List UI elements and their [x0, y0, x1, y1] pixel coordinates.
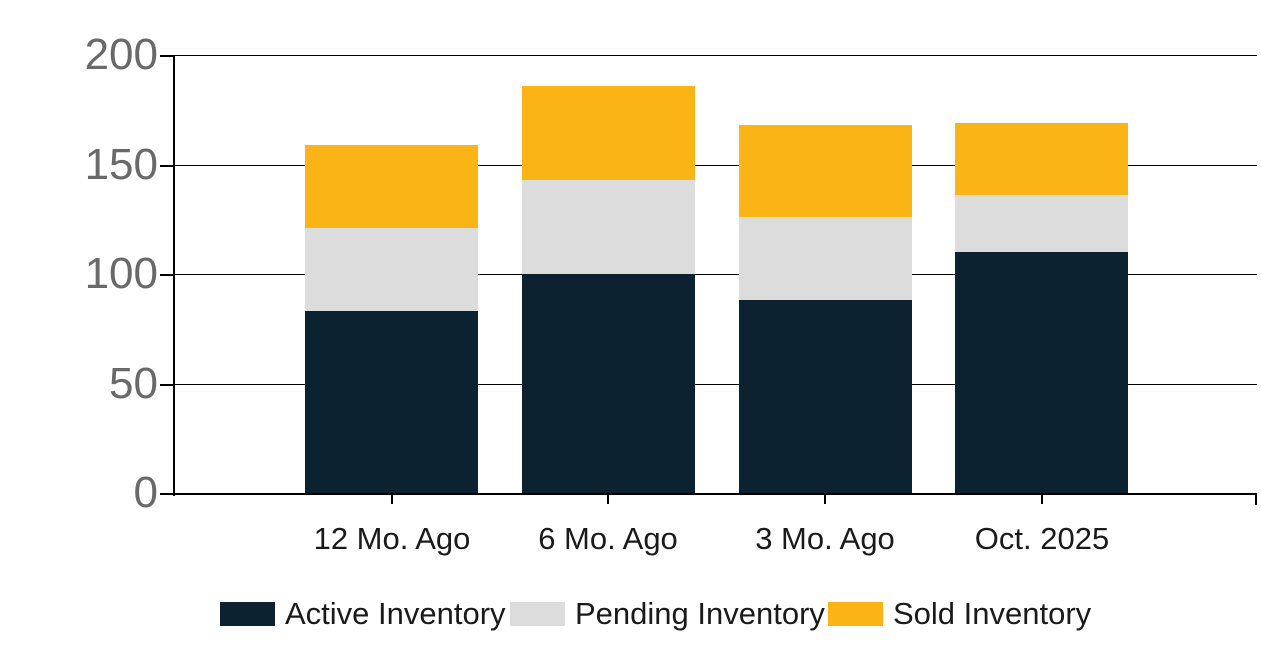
bar-segment-sold-inventory-6-mo-ago[interactable]: [522, 86, 695, 180]
bar-segment-active-inventory-3-mo-ago[interactable]: [739, 300, 912, 493]
y-axis-tick: [160, 493, 174, 495]
x-axis-tick-label-6-mo-ago: 6 Mo. Ago: [538, 521, 678, 556]
x-axis-tick: [391, 494, 393, 504]
bar-segment-sold-inventory-oct-2025[interactable]: [955, 123, 1128, 195]
x-axis-tick: [607, 494, 609, 504]
x-axis-end-tick: [1255, 493, 1257, 505]
y-axis-tick-label: 200: [84, 30, 158, 79]
gridline: [174, 274, 1257, 275]
y-axis-line: [173, 55, 175, 496]
bar-segment-active-inventory-12-mo-ago[interactable]: [305, 311, 478, 493]
x-axis-tick-label-oct-2025: Oct. 2025: [974, 521, 1110, 556]
x-axis-tick: [824, 494, 826, 504]
gridline: [174, 55, 1257, 56]
legend-swatch-pending-inventory: [510, 602, 565, 626]
x-axis-tick-label-12-mo-ago: 12 Mo. Ago: [313, 521, 471, 556]
y-axis-tick: [160, 274, 174, 276]
y-axis-tick-label: 150: [84, 140, 158, 189]
y-axis-tick: [160, 384, 174, 386]
bar-segment-active-inventory-6-mo-ago[interactable]: [522, 274, 695, 493]
y-axis-tick-label: 50: [109, 359, 158, 408]
y-axis-tick-label: 0: [133, 468, 158, 517]
legend-item-sold-inventory[interactable]: Sold Inventory: [828, 596, 1092, 631]
bar-segment-sold-inventory-3-mo-ago[interactable]: [739, 125, 912, 217]
y-axis-tick: [160, 55, 174, 57]
legend-swatch-active-inventory: [220, 602, 275, 626]
y-axis-tick: [160, 165, 174, 167]
bar-segment-pending-inventory-3-mo-ago[interactable]: [739, 217, 912, 300]
legend-item-active-inventory[interactable]: Active Inventory: [220, 596, 506, 631]
legend-label-active-inventory: Active Inventory: [285, 596, 506, 631]
bar-segment-active-inventory-oct-2025[interactable]: [955, 252, 1128, 493]
x-axis-line: [174, 493, 1257, 495]
legend-swatch-sold-inventory: [828, 602, 883, 626]
legend-label-pending-inventory: Pending Inventory: [575, 596, 825, 631]
gridline: [174, 165, 1257, 166]
bar-segment-pending-inventory-oct-2025[interactable]: [955, 195, 1128, 252]
y-axis-tick-label: 100: [84, 249, 158, 298]
bar-segment-sold-inventory-12-mo-ago[interactable]: [305, 145, 478, 228]
legend-item-pending-inventory[interactable]: Pending Inventory: [510, 596, 825, 631]
gridline: [174, 384, 1257, 385]
x-axis-tick-label-3-mo-ago: 3 Mo. Ago: [755, 521, 895, 556]
x-axis-tick: [1041, 494, 1043, 504]
bar-segment-pending-inventory-12-mo-ago[interactable]: [305, 228, 478, 311]
legend-label-sold-inventory: Sold Inventory: [893, 596, 1092, 631]
bar-segment-pending-inventory-6-mo-ago[interactable]: [522, 180, 695, 274]
